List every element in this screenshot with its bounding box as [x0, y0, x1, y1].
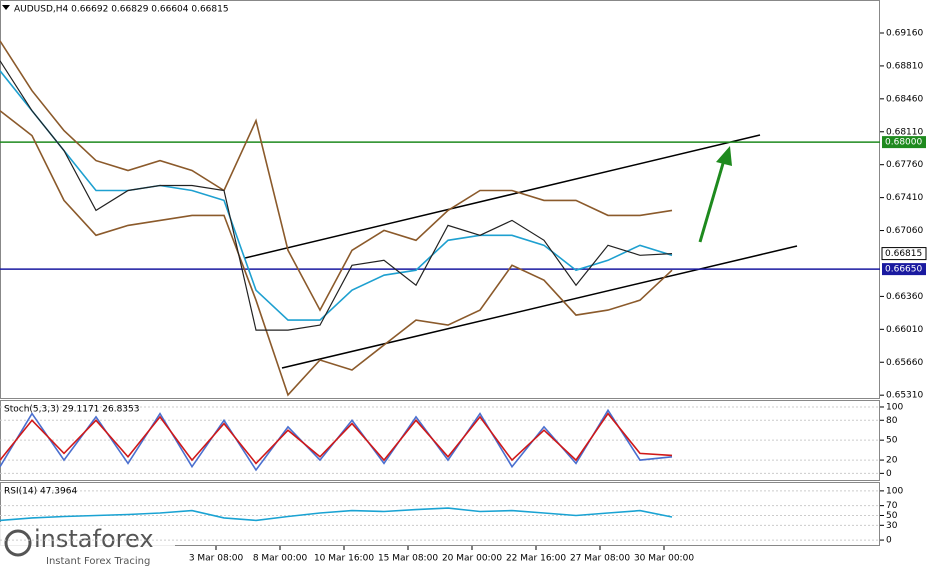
x-tick-label: 30 Mar 00:00 [634, 554, 694, 564]
x-tick-label: 22 Mar 16:00 [506, 554, 566, 564]
x-tick-label: 20 Mar 00:00 [442, 554, 502, 564]
y-tick-label: 0.68110 [886, 127, 923, 137]
y-tick-label: 0.67060 [886, 226, 923, 236]
y-tick-label: 70 [886, 501, 898, 511]
panel-title: Stoch(5,3,3) 29.1171 26.8353 [4, 405, 139, 415]
series-line [0, 40, 673, 312]
panel-title: AUDUSD,H4 0.66692 0.66829 0.66604 0.6681… [14, 5, 229, 15]
price-tag-label: 0.66650 [885, 265, 922, 275]
series-line [0, 507, 673, 522]
x-tick-label: 10 Mar 16:00 [314, 554, 374, 564]
y-tick-label: 50 [886, 436, 898, 446]
y-tick-label: 0.65310 [886, 391, 923, 401]
price-tag [881, 247, 927, 261]
frames [0, 0, 880, 546]
price-tag [882, 136, 926, 149]
y-tick-label: 0.67760 [886, 160, 923, 170]
logo-icon [4, 529, 32, 557]
menu-icon [2, 5, 10, 10]
y-tick-label: 0.66360 [886, 292, 923, 302]
y-tick-label: 30 [886, 521, 898, 531]
price-tag-label: 0.66815 [885, 249, 922, 259]
arrow [698, 146, 732, 243]
panel-title: RSI(14) 47.3964 [4, 487, 77, 497]
x-tick-label: 3 Mar 08:00 [189, 554, 244, 564]
x-tick-label: 27 Mar 08:00 [570, 554, 630, 564]
series-line [0, 70, 673, 321]
logo-subtitle: Instant Forex Tracing [46, 556, 150, 567]
series-line [0, 412, 673, 465]
series-line [0, 110, 673, 397]
y-tick-label: 0 [886, 469, 892, 479]
y-tick-label: 0.65660 [886, 358, 923, 368]
y-tick-label: 0.66010 [886, 325, 923, 335]
channel [244, 134, 798, 369]
price-tag-label: 0.68000 [885, 138, 922, 148]
y-tick-label: 100 [886, 402, 903, 412]
y-tick-label: 20 [886, 456, 898, 466]
y-tick-label: 0.68460 [886, 94, 923, 104]
price-tag [882, 263, 926, 276]
x-tick-label: 8 Mar 00:00 [253, 554, 308, 564]
y-tick-label: 100 [886, 486, 903, 496]
y-tick-label: 0.69160 [886, 28, 923, 38]
y-tick-label: 0 [886, 536, 892, 546]
x-tick-label: 15 Mar 08:00 [378, 554, 438, 564]
y-tick-label: 80 [886, 416, 898, 426]
y-tick-label: 0.67410 [886, 193, 923, 203]
y-tick-label: 0.68810 [886, 61, 923, 71]
y-tick-label: 50 [886, 511, 898, 521]
logo: instaforex [34, 525, 154, 553]
series-line [0, 60, 673, 331]
